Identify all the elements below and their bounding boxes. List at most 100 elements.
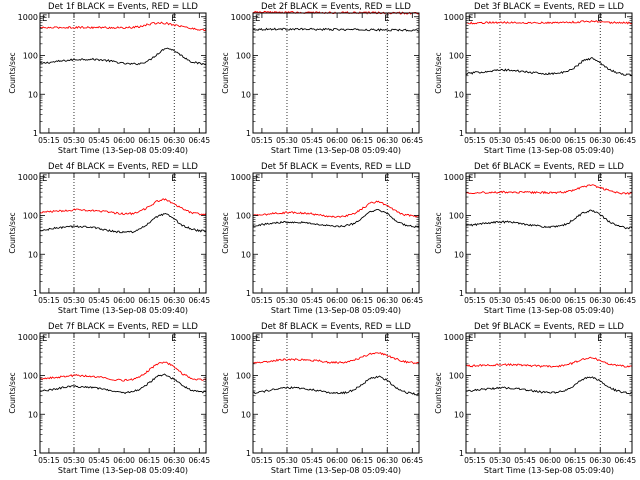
event-marker-label: E bbox=[384, 174, 389, 184]
x-tick-label: 05:30 bbox=[489, 296, 511, 305]
x-tick-label: 06:15 bbox=[138, 456, 160, 465]
x-tick-label: 05:30 bbox=[276, 456, 298, 465]
y-tick-label: 10 bbox=[454, 90, 464, 99]
y-tick-label: 1000 bbox=[231, 13, 251, 22]
series-line-lld bbox=[252, 352, 420, 365]
y-axis-label: Counts/sec bbox=[221, 212, 230, 253]
y-tick-label: 1000 bbox=[444, 13, 464, 22]
y-tick-label: 1 bbox=[246, 289, 251, 298]
x-tick-label: 05:45 bbox=[514, 136, 536, 145]
x-tick-label: 05:15 bbox=[464, 136, 486, 145]
x-tick-label: 05:30 bbox=[63, 136, 85, 145]
y-axis-label: Counts/sec bbox=[8, 212, 17, 253]
series-line-lld bbox=[465, 19, 633, 25]
x-tick-label: 05:30 bbox=[63, 456, 85, 465]
panel-title: Det 4f BLACK = Events, RED = LLD bbox=[48, 162, 198, 172]
x-tick-label: 05:45 bbox=[301, 136, 323, 145]
x-tick-label: 05:15 bbox=[251, 136, 273, 145]
plot-frame bbox=[465, 12, 633, 134]
x-tick-label: 05:15 bbox=[251, 296, 273, 305]
event-marker-label: E bbox=[384, 334, 389, 344]
x-tick-label: 05:15 bbox=[38, 296, 60, 305]
y-tick-label: 100 bbox=[23, 52, 38, 61]
x-tick-label: 06:45 bbox=[189, 136, 211, 145]
plot-frame bbox=[465, 332, 633, 454]
x-tick-label: 06:15 bbox=[564, 456, 586, 465]
y-tick-label: 1000 bbox=[444, 173, 464, 182]
x-tick-label: 06:30 bbox=[589, 456, 611, 465]
y-tick-label: 1000 bbox=[18, 173, 38, 182]
series-line-lld bbox=[465, 184, 633, 195]
series-line-events bbox=[252, 209, 420, 229]
x-tick-label: 06:15 bbox=[351, 296, 373, 305]
event-marker-label: E bbox=[171, 174, 176, 184]
series-line-events bbox=[252, 27, 420, 32]
event-marker-label: E bbox=[468, 14, 473, 24]
series-line-lld bbox=[39, 361, 207, 382]
series-line-events bbox=[39, 47, 207, 66]
x-tick-label: 06:00 bbox=[326, 136, 348, 145]
panel-title: Det 1f BLACK = Events, RED = LLD bbox=[48, 2, 198, 12]
y-tick-label: 1000 bbox=[444, 333, 464, 342]
x-tick-label: 06:15 bbox=[138, 136, 160, 145]
x-tick-label: 06:30 bbox=[376, 296, 398, 305]
event-marker-label: E bbox=[384, 14, 389, 24]
x-tick-label: 06:15 bbox=[351, 136, 373, 145]
event-marker-label: E bbox=[468, 174, 473, 184]
x-tick-label: 06:00 bbox=[326, 456, 348, 465]
y-tick-label: 1000 bbox=[231, 333, 251, 342]
plot-frame bbox=[465, 172, 633, 294]
x-tick-label: 06:30 bbox=[163, 456, 185, 465]
panel-title: Det 6f BLACK = Events, RED = LLD bbox=[474, 162, 624, 172]
x-tick-label: 06:00 bbox=[113, 136, 135, 145]
y-tick-label: 100 bbox=[23, 372, 38, 381]
x-axis-label: Start Time (13-Sep-08 05:09:40) bbox=[58, 466, 188, 475]
x-tick-label: 05:15 bbox=[251, 456, 273, 465]
x-tick-label: 05:15 bbox=[464, 456, 486, 465]
series-line-events bbox=[465, 209, 633, 230]
event-marker-label: E bbox=[42, 334, 47, 344]
plot-frame bbox=[252, 332, 420, 454]
plot-frame bbox=[39, 172, 207, 294]
y-tick-label: 1 bbox=[246, 129, 251, 138]
series-line-events bbox=[39, 373, 207, 395]
event-marker-label: E bbox=[255, 174, 260, 184]
x-tick-label: 05:45 bbox=[88, 136, 110, 145]
panel-title: Det 9f BLACK = Events, RED = LLD bbox=[474, 322, 624, 332]
event-marker-label: E bbox=[597, 174, 602, 184]
x-tick-label: 06:30 bbox=[163, 136, 185, 145]
x-axis-label: Start Time (13-Sep-08 05:09:40) bbox=[484, 306, 614, 315]
y-tick-label: 100 bbox=[236, 372, 251, 381]
y-tick-label: 1000 bbox=[18, 333, 38, 342]
y-tick-label: 1 bbox=[459, 289, 464, 298]
x-tick-label: 06:45 bbox=[615, 136, 637, 145]
x-tick-label: 05:30 bbox=[276, 136, 298, 145]
y-tick-label: 1 bbox=[459, 129, 464, 138]
x-tick-label: 05:45 bbox=[88, 296, 110, 305]
y-tick-label: 1 bbox=[246, 449, 251, 458]
event-marker-label: E bbox=[171, 334, 176, 344]
y-tick-label: 1000 bbox=[231, 173, 251, 182]
x-tick-label: 05:30 bbox=[276, 296, 298, 305]
plot-frame bbox=[252, 172, 420, 294]
event-marker-label: E bbox=[42, 14, 47, 24]
x-tick-label: 06:15 bbox=[564, 296, 586, 305]
series-line-lld bbox=[252, 200, 420, 218]
x-tick-label: 06:45 bbox=[402, 136, 424, 145]
x-tick-label: 06:45 bbox=[615, 456, 637, 465]
y-tick-label: 100 bbox=[449, 52, 464, 61]
x-axis-label: Start Time (13-Sep-08 05:09:40) bbox=[484, 466, 614, 475]
y-tick-label: 100 bbox=[236, 212, 251, 221]
series-line-events bbox=[252, 375, 420, 396]
y-axis-label: Counts/sec bbox=[221, 372, 230, 413]
event-marker-label: E bbox=[255, 14, 260, 24]
x-axis-label: Start Time (13-Sep-08 05:09:40) bbox=[271, 146, 401, 155]
y-tick-label: 10 bbox=[241, 250, 251, 259]
series-line-events bbox=[465, 57, 633, 77]
y-tick-label: 100 bbox=[449, 212, 464, 221]
